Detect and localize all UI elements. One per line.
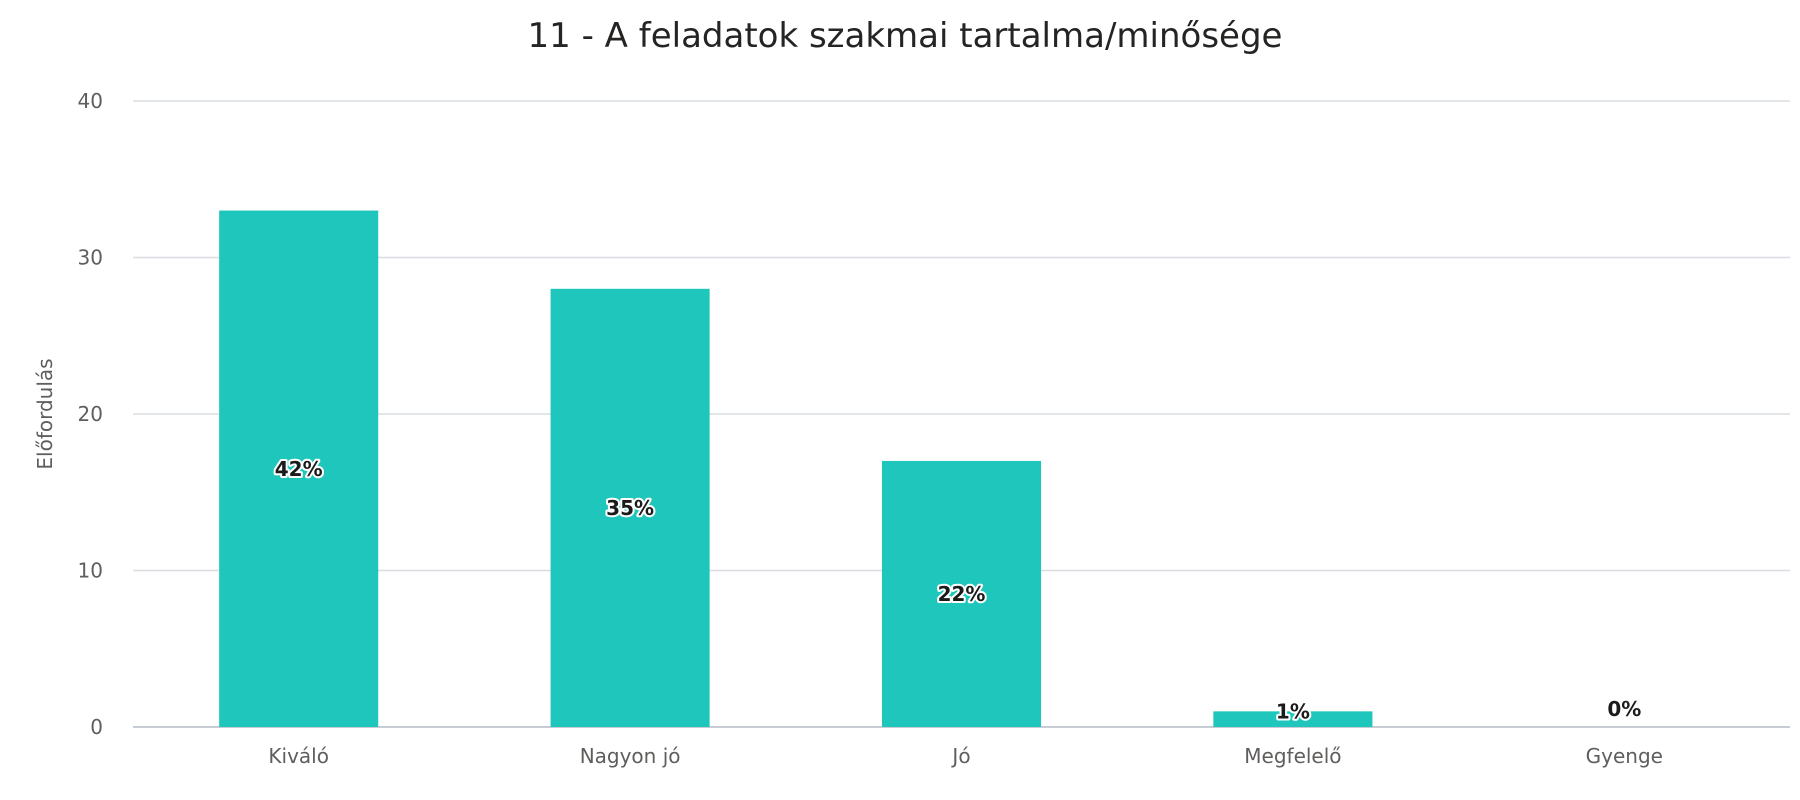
- x-tick-label: Gyenge: [1586, 744, 1663, 768]
- bar: [881, 460, 1042, 727]
- data-label: 22%: [938, 582, 986, 606]
- y-tick-label: 20: [78, 402, 103, 426]
- data-label: 35%: [606, 496, 654, 520]
- data-label: 0%: [1607, 697, 1641, 721]
- x-axis-ticks: Kiváló Nagyon jó Jó Megfelelő Gyenge: [268, 744, 1663, 768]
- y-tick-label: 30: [78, 246, 103, 270]
- bar: [219, 210, 379, 728]
- bars: [219, 210, 1373, 728]
- data-labels: 42% 35% 22% 1% 0%: [273, 455, 1644, 726]
- data-label: 42%: [275, 457, 323, 481]
- gridlines: [133, 100, 1790, 728]
- y-axis-label: Előfordulás: [33, 358, 57, 469]
- x-tick-label: Jó: [950, 744, 970, 768]
- y-tick-label: 0: [90, 715, 103, 739]
- y-axis-ticks: 0 10 20 30 40: [78, 89, 103, 739]
- x-tick-label: Kiváló: [268, 744, 329, 768]
- data-label: 1%: [1276, 699, 1310, 723]
- bar: [550, 288, 710, 727]
- x-tick-label: Megfelelő: [1244, 744, 1341, 768]
- chart-title: 11 - A feladatok szakmai tartalma/minősé…: [528, 16, 1283, 56]
- y-tick-label: 10: [78, 559, 103, 583]
- bar: [1213, 711, 1373, 727]
- x-tick-label: Nagyon jó: [580, 744, 681, 768]
- y-tick-label: 40: [78, 89, 103, 113]
